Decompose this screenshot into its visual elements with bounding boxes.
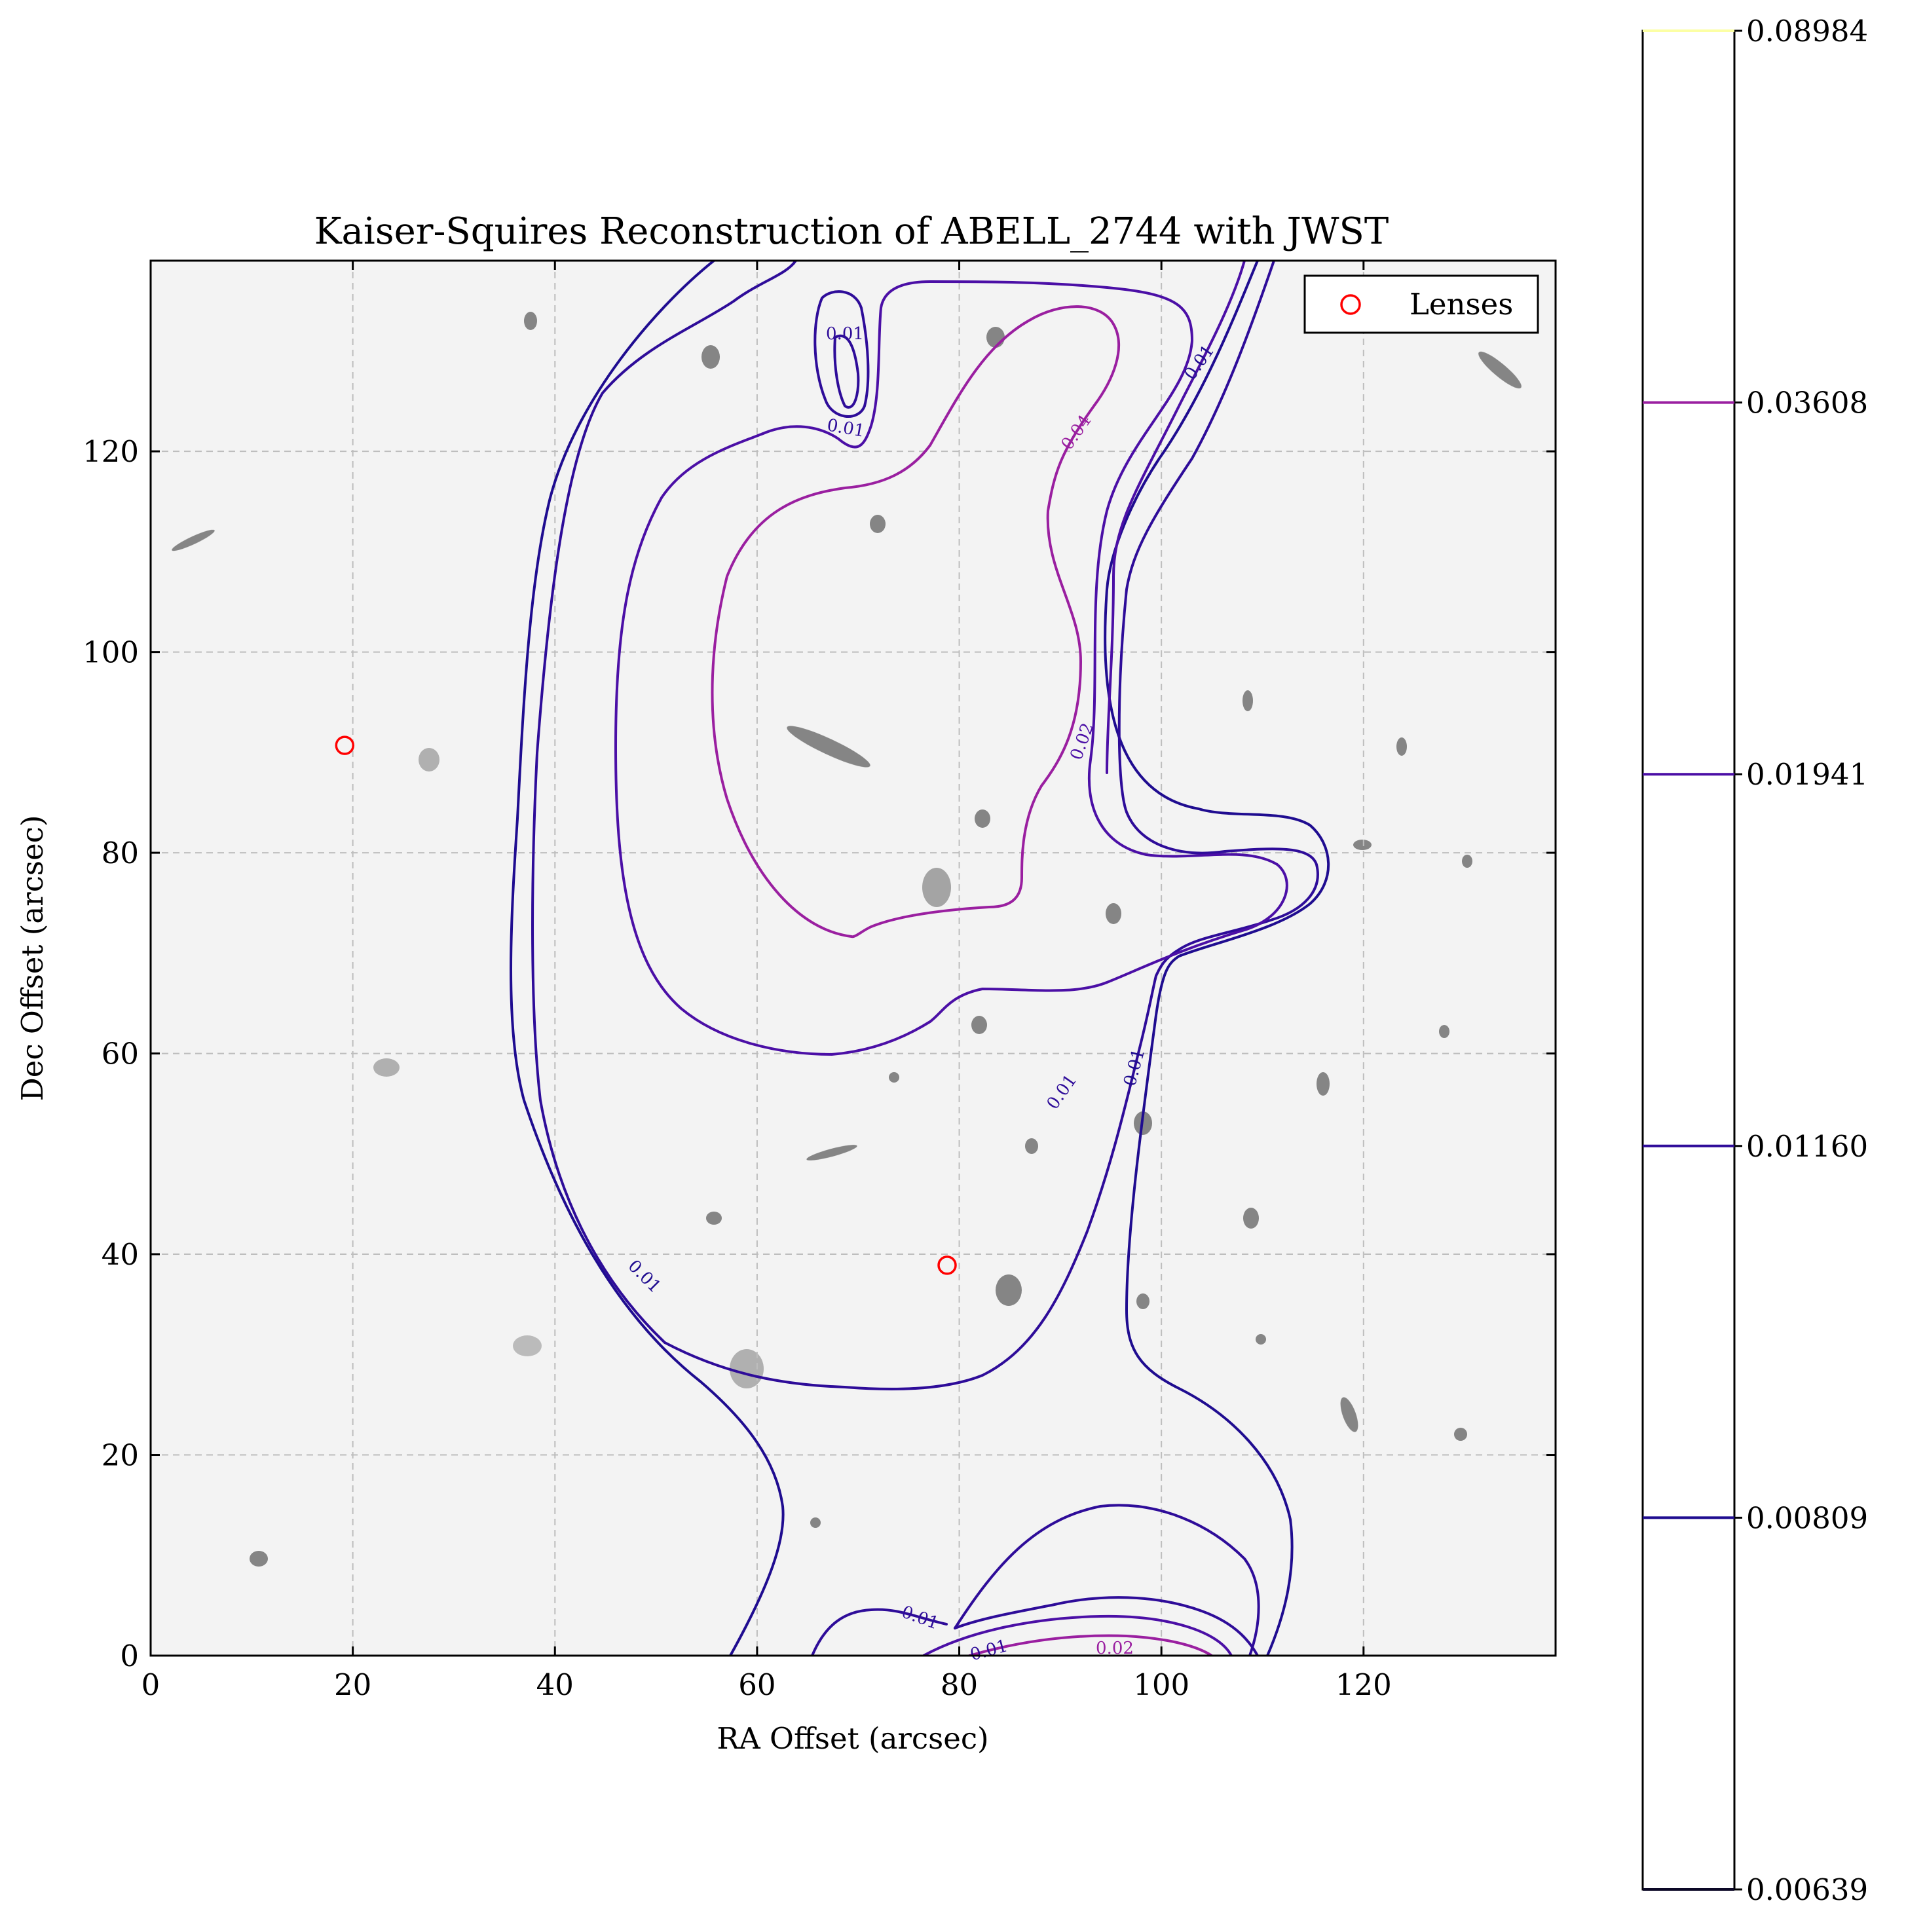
legend-lens-marker [1340, 294, 1361, 315]
contour-0.03608-bottom [968, 1634, 1213, 1656]
contour-0.0116-main [531, 261, 797, 1344]
contour-0.01941-right-band [1106, 261, 1246, 774]
x-tick-label: 80 [941, 1667, 978, 1702]
colorbar-frame [1641, 29, 1736, 1891]
legend-label-lenses: Lenses [1410, 287, 1513, 322]
contour-0.00809-right [1104, 261, 1330, 1656]
chart-title: Kaiser-Squires Reconstruction of ABELL_2… [314, 210, 1389, 253]
legend: Lenses [1303, 274, 1539, 334]
contour-0.0116-top-knot-inner [833, 335, 860, 409]
colorbar-tick-label: 0.01160 [1746, 1129, 1868, 1164]
y-axis-label: Dec Offset (arcsec) [15, 815, 50, 1102]
x-tick-label: 40 [536, 1667, 574, 1702]
plot-area: 0.01 0.01 0.01 0.01 0.01 0.01 0.01 0.01 … [83, 259, 1557, 1702]
x-tick-label: 120 [1336, 1667, 1392, 1702]
colorbar-tick-label: 0.01941 [1746, 757, 1868, 792]
galaxy-field-image [151, 261, 1556, 1656]
colorbar-tick-label: 0.08984 [1746, 14, 1868, 48]
legend-box [1303, 274, 1539, 334]
grid-lines [151, 261, 1556, 1656]
y-tick-label: 40 [102, 1237, 139, 1272]
x-tick-label: 20 [334, 1667, 371, 1702]
lens-markers [335, 735, 957, 1275]
contour-label-1: 0.01 [826, 324, 864, 344]
colorbar: 0.00639 0.00809 0.01160 0.01941 0.03608 0.089… [1641, 14, 1868, 1907]
colorbar-tick-label: 0.03608 [1746, 386, 1868, 420]
x-tick-label: 100 [1133, 1667, 1189, 1702]
x-axis-ticks: 0 20 40 60 80 100 120 [141, 261, 1392, 1702]
contour-0.0116-top-knot [813, 290, 870, 418]
lens-marker [335, 735, 355, 755]
contour-0.0116-right-top [1117, 261, 1319, 977]
contour-0.0116-bottom-loop [954, 1504, 1260, 1656]
lens-marker [937, 1255, 957, 1275]
contour-0.03608 [711, 305, 1120, 938]
contour-0.0116-inner [954, 1596, 1259, 1656]
colorbar-levels: 0.00639 0.00809 0.01160 0.01941 0.03608 0.089… [1643, 14, 1868, 1907]
y-tick-label: 100 [83, 635, 139, 670]
y-axis-ticks: 0 20 40 60 80 100 120 [83, 434, 1556, 1673]
contour-0.00809-outer [510, 261, 785, 1656]
y-tick-label: 60 [102, 1037, 139, 1071]
colorbar-tick-label: 0.00809 [1746, 1500, 1868, 1535]
y-tick-label: 0 [120, 1639, 139, 1673]
contour-0.0116-outer [811, 1608, 948, 1656]
x-axis-label: RA Offset (arcsec) [717, 1721, 988, 1756]
contour-0.0116-loop-a [663, 975, 1157, 1390]
contour-0.01941-bottom [922, 1614, 1233, 1656]
colorbar-tick-label: 0.00639 [1746, 1872, 1868, 1907]
x-tick-label: 0 [141, 1667, 160, 1702]
y-tick-label: 20 [102, 1438, 139, 1473]
y-tick-label: 80 [102, 836, 139, 870]
axes-frame [149, 259, 1557, 1657]
x-tick-label: 60 [738, 1667, 775, 1702]
contour-lines [510, 261, 1330, 1656]
contour-0.01941-main [614, 280, 1288, 1056]
y-tick-label: 120 [83, 434, 139, 469]
